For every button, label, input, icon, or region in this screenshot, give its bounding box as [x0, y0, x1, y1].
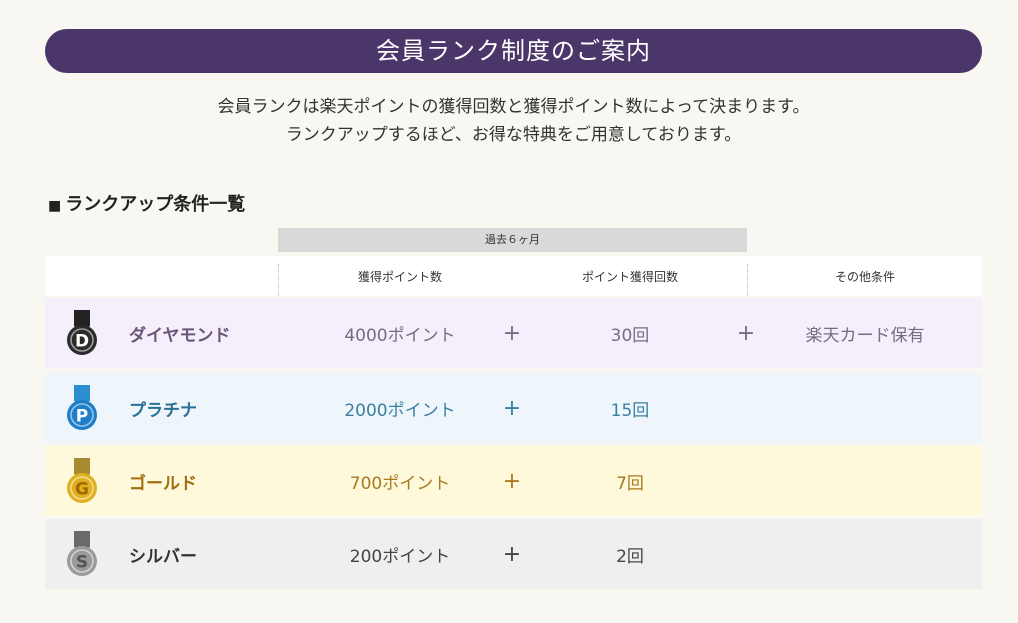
rank-row: S シルバー 200ポイント +2回 [45, 519, 982, 589]
rank-row: P プラチナ 2000ポイント +15回 [45, 373, 982, 443]
rank-points: 4000ポイント [344, 325, 456, 346]
svg-text:P: P [76, 407, 88, 427]
header-other: その他条件 [834, 270, 895, 284]
rank-count: 2回 [616, 546, 644, 567]
plus-icon: + [502, 468, 522, 494]
rank-count: 30回 [610, 325, 650, 346]
rank-name: プラチナ [129, 400, 197, 421]
section-heading: ■ ランクアップ条件一覧 [48, 190, 245, 216]
rank-name: シルバー [129, 546, 197, 567]
header-points: 獲得ポイント数 [357, 270, 442, 284]
intro-text: 会員ランクは楽天ポイントの獲得回数と獲得ポイント数によって決まります。 ランクア… [45, 93, 982, 149]
rank-points: 2000ポイント [344, 400, 456, 421]
rank-points: 700ポイント [349, 473, 451, 494]
intro-line-1: 会員ランクは楽天ポイントの獲得回数と獲得ポイント数によって決まります。 [217, 97, 810, 117]
square-bullet-icon: ■ [48, 198, 62, 214]
header-count: ポイント獲得回数 [581, 270, 678, 284]
intro-line-2: ランクアップするほど、お得な特典をご用意しております。 [285, 125, 742, 145]
column-divider [747, 264, 748, 296]
plus-icon: + [502, 320, 522, 346]
page-title-banner: 会員ランク制度のご案内 [45, 29, 982, 73]
rank-row: G ゴールド 700ポイント +7回 [45, 446, 982, 516]
column-divider [278, 264, 279, 296]
plus-icon: + [736, 320, 756, 346]
plus-icon: + [502, 541, 522, 567]
medal-icon: P [67, 385, 97, 430]
medal-icon: D [67, 310, 97, 355]
rank-count: 15回 [610, 400, 650, 421]
svg-text:D: D [75, 332, 89, 352]
rank-points: 200ポイント [349, 546, 451, 567]
rank-name: ダイヤモンド [129, 325, 231, 346]
svg-text:G: G [75, 480, 89, 500]
plus-icon: + [502, 395, 522, 421]
section-heading-text: ランクアップ条件一覧 [65, 194, 246, 215]
medal-icon: S [67, 531, 97, 576]
rank-name: ゴールド [129, 473, 197, 494]
period-header: 過去６ヶ月 [278, 228, 747, 252]
rank-row: D ダイヤモンド 4000ポイント +30回 + 楽天カード保有 [45, 298, 982, 368]
rank-count: 7回 [616, 473, 644, 494]
table-header-row: 獲得ポイント数 ポイント獲得回数 その他条件 [45, 256, 982, 296]
rank-other-condition: 楽天カード保有 [805, 325, 925, 346]
svg-text:S: S [76, 553, 88, 573]
medal-icon: G [67, 458, 97, 503]
